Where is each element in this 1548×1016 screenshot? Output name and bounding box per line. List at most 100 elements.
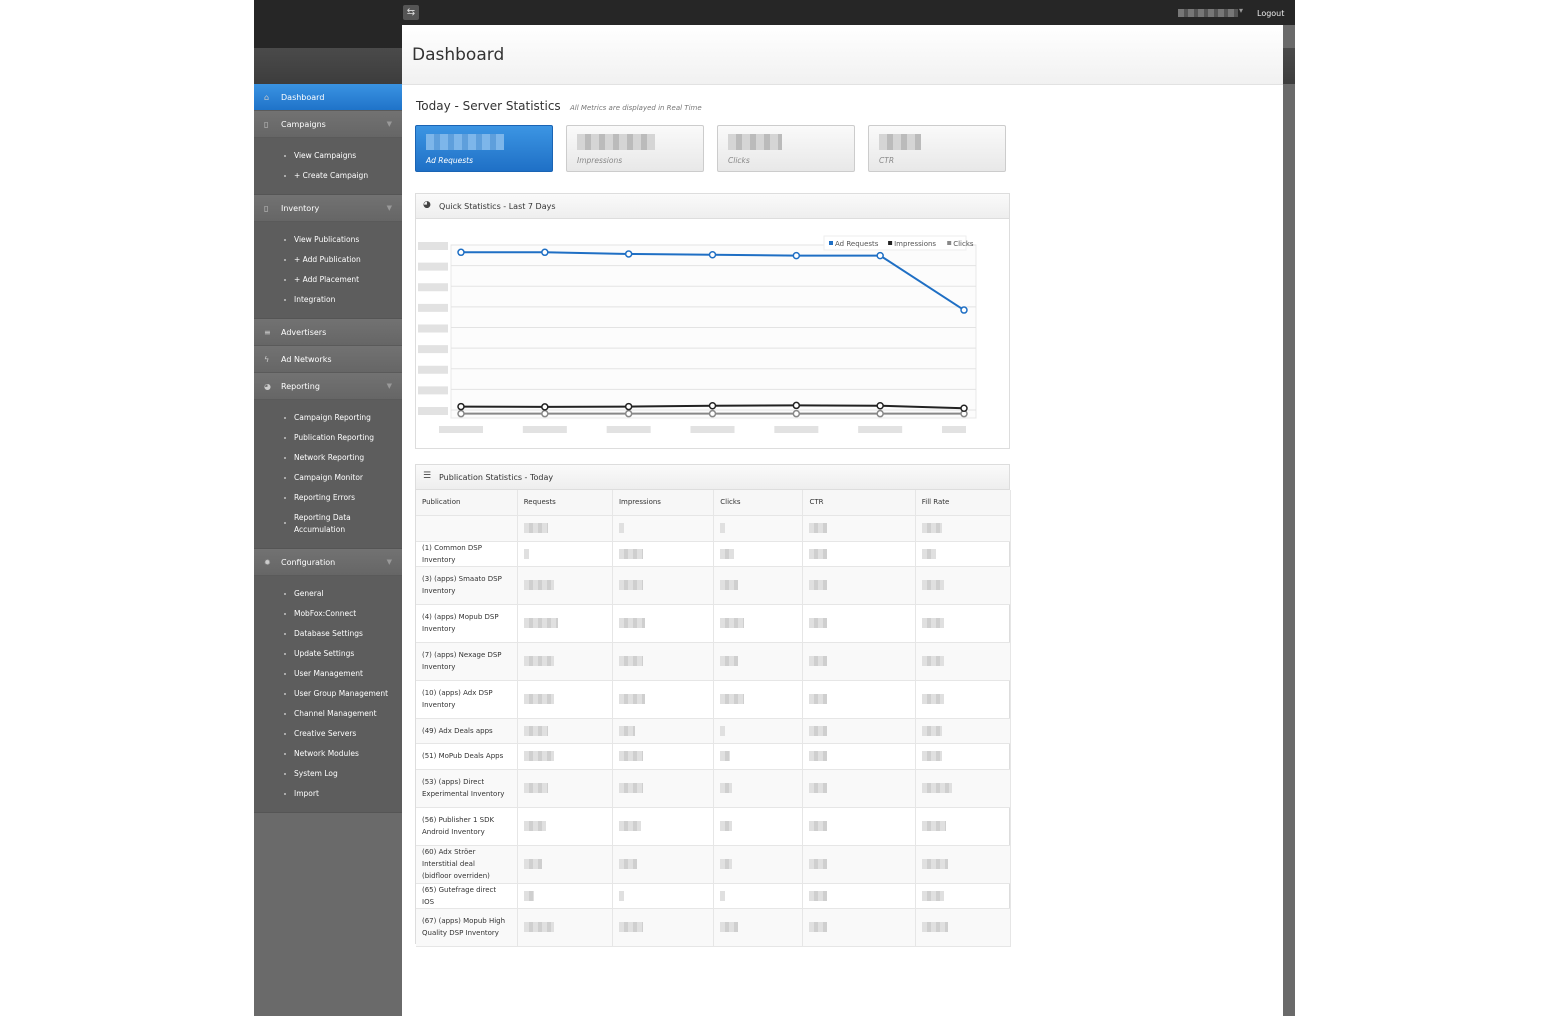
pub-stats-panel: ☰ Publication Statistics - Today Publica…	[415, 464, 1012, 947]
nav-ad-networks[interactable]: ϟ Ad Networks	[254, 346, 402, 373]
nav-inventory[interactable]: ▯ Inventory ▼	[254, 195, 402, 222]
page-title: Dashboard	[412, 45, 505, 65]
user-menu[interactable]	[1178, 9, 1238, 17]
document-icon: ▯	[264, 120, 269, 129]
redacted-value	[612, 566, 715, 605]
nav-general[interactable]: General	[254, 584, 402, 604]
nav-publication-reporting[interactable]: Publication Reporting	[254, 428, 402, 448]
nav-creative-servers[interactable]: Creative Servers	[254, 724, 402, 744]
stat-card-ctr[interactable]: CTR	[868, 125, 1006, 172]
column-header[interactable]: Requests	[517, 490, 613, 516]
nav-add-placement[interactable]: + Add Placement	[254, 270, 402, 290]
redacted-value	[802, 642, 916, 681]
redacted-value	[713, 883, 804, 909]
table-row[interactable]: (3) (apps) Smaato DSP Inventory	[416, 566, 1012, 605]
redacted-value	[612, 718, 715, 744]
sidebar-toggle-icon[interactable]: ⇆	[403, 5, 419, 20]
redacted-value	[612, 908, 715, 947]
nav-import[interactable]: Import	[254, 784, 402, 804]
stat-card-ad-requests[interactable]: Ad Requests	[415, 125, 553, 172]
nav-reporting-errors[interactable]: Reporting Errors	[254, 488, 402, 508]
publication-name: (10) (apps) Adx DSP Inventory	[416, 680, 518, 719]
redacted-tick-label	[418, 242, 448, 250]
clipboard-icon: ▯	[264, 204, 269, 213]
nav-advertisers[interactable]: ≡ Advertisers	[254, 319, 402, 346]
nav-system-log[interactable]: System Log	[254, 764, 402, 784]
nav-campaigns[interactable]: ▯ Campaigns ▼	[254, 111, 402, 138]
nav-view-publications[interactable]: View Publications	[254, 230, 402, 250]
redacted-value	[713, 566, 804, 605]
redacted-value	[915, 680, 1012, 719]
column-header[interactable]: Fill Rate	[915, 490, 1012, 516]
nav-reporting-data-accumulation[interactable]: Reporting Data Accumulation	[254, 508, 402, 540]
table-row[interactable]: (65) Gutefrage direct IOS	[416, 883, 1012, 909]
nav-campaign-reporting[interactable]: Campaign Reporting	[254, 408, 402, 428]
data-point	[457, 402, 465, 411]
nav-integration[interactable]: Integration	[254, 290, 402, 310]
data-point	[624, 402, 633, 411]
redacted-value	[612, 769, 715, 808]
logo-area	[254, 25, 402, 48]
nav-dashboard[interactable]: ⌂ Dashboard	[254, 84, 402, 111]
nav-user-management[interactable]: User Management	[254, 664, 402, 684]
nav-channel-management[interactable]: Channel Management	[254, 704, 402, 724]
redacted-value	[713, 718, 804, 744]
nav-network-reporting[interactable]: Network Reporting	[254, 448, 402, 468]
nav-reporting[interactable]: ◕ Reporting ▼	[254, 373, 402, 400]
quick-stats-header: ◕ Quick Statistics - Last 7 Days	[416, 194, 1009, 219]
data-point	[792, 409, 801, 418]
logout-link[interactable]: Logout	[1257, 9, 1285, 18]
layers-icon: ≡	[264, 328, 271, 337]
data-point	[541, 248, 549, 257]
plot-area	[450, 244, 977, 419]
top-bar: ⇆ ▾ Logout	[254, 0, 1295, 25]
redacted-value	[713, 642, 804, 681]
column-header[interactable]: Impressions	[612, 490, 715, 516]
nav-update-settings[interactable]: Update Settings	[254, 644, 402, 664]
redacted-value	[713, 908, 804, 947]
publication-name: (65) Gutefrage direct IOS	[416, 883, 518, 909]
table-row[interactable]: (53) (apps) Direct Experimental Inventor…	[416, 769, 1012, 808]
nav-create-campaign[interactable]: + Create Campaign	[254, 166, 402, 186]
column-header[interactable]: CTR	[802, 490, 916, 516]
nav-view-campaigns[interactable]: View Campaigns	[254, 146, 402, 166]
chevron-down-icon[interactable]: ▾	[1239, 6, 1244, 15]
data-point	[876, 251, 884, 260]
nav-mobfox-connect[interactable]: MobFox:Connect	[254, 604, 402, 624]
chevron-down-icon: ▼	[386, 558, 392, 566]
stat-card-clicks[interactable]: Clicks	[717, 125, 855, 172]
table-row[interactable]: (10) (apps) Adx DSP Inventory	[416, 680, 1012, 719]
nav-campaign-monitor[interactable]: Campaign Monitor	[254, 468, 402, 488]
nav-configuration[interactable]: ✹ Configuration ▼	[254, 549, 402, 576]
redacted-value	[517, 908, 613, 947]
data-point	[876, 402, 884, 410]
quick-stats-panel: ◕ Quick Statistics - Last 7 Days Ad Requ…	[415, 193, 1010, 449]
table-row[interactable]: (56) Publisher 1 SDK Android Inventory	[416, 807, 1012, 846]
nav-network-modules[interactable]: Network Modules	[254, 744, 402, 764]
table-row[interactable]: (67) (apps) Mopub High Quality DSP Inven…	[416, 908, 1012, 947]
table-row[interactable]: (60) Adx Ströer Interstitial deal (bidfl…	[416, 845, 1012, 884]
redacted-value	[915, 908, 1012, 947]
campaigns-submenu: View Campaigns + Create Campaign	[254, 138, 402, 195]
table-row[interactable]	[416, 515, 1012, 542]
table-row[interactable]: (51) MoPub Deals Apps	[416, 743, 1012, 770]
nav-add-publication[interactable]: + Add Publication	[254, 250, 402, 270]
publication-name: (3) (apps) Smaato DSP Inventory	[416, 566, 518, 605]
legend-box	[823, 235, 967, 251]
table-row[interactable]: (1) Common DSP Inventory	[416, 541, 1012, 567]
nav-database-settings[interactable]: Database Settings	[254, 624, 402, 644]
nav-user-group-management[interactable]: User Group Management	[254, 684, 402, 704]
app-frame: ⇆ ▾ Logout ⌂ Dashboard ▯ Campaigns ▼ View C…	[254, 0, 1295, 1016]
stat-card-impressions[interactable]: Impressions	[566, 125, 704, 172]
redacted-value	[915, 566, 1012, 605]
data-point	[624, 409, 633, 418]
data-point	[457, 248, 465, 257]
column-header[interactable]: Clicks	[713, 490, 804, 516]
redacted-value	[612, 515, 715, 542]
column-header[interactable]: Publication	[416, 490, 518, 516]
table-row[interactable]: (7) (apps) Nexage DSP Inventory	[416, 642, 1012, 681]
redacted-tick-label	[439, 426, 483, 433]
configuration-submenu: General MobFox:Connect Database Settings…	[254, 576, 402, 813]
table-row[interactable]: (49) Adx Deals apps	[416, 718, 1012, 744]
table-row[interactable]: (4) (apps) Mopub DSP Inventory	[416, 604, 1012, 643]
